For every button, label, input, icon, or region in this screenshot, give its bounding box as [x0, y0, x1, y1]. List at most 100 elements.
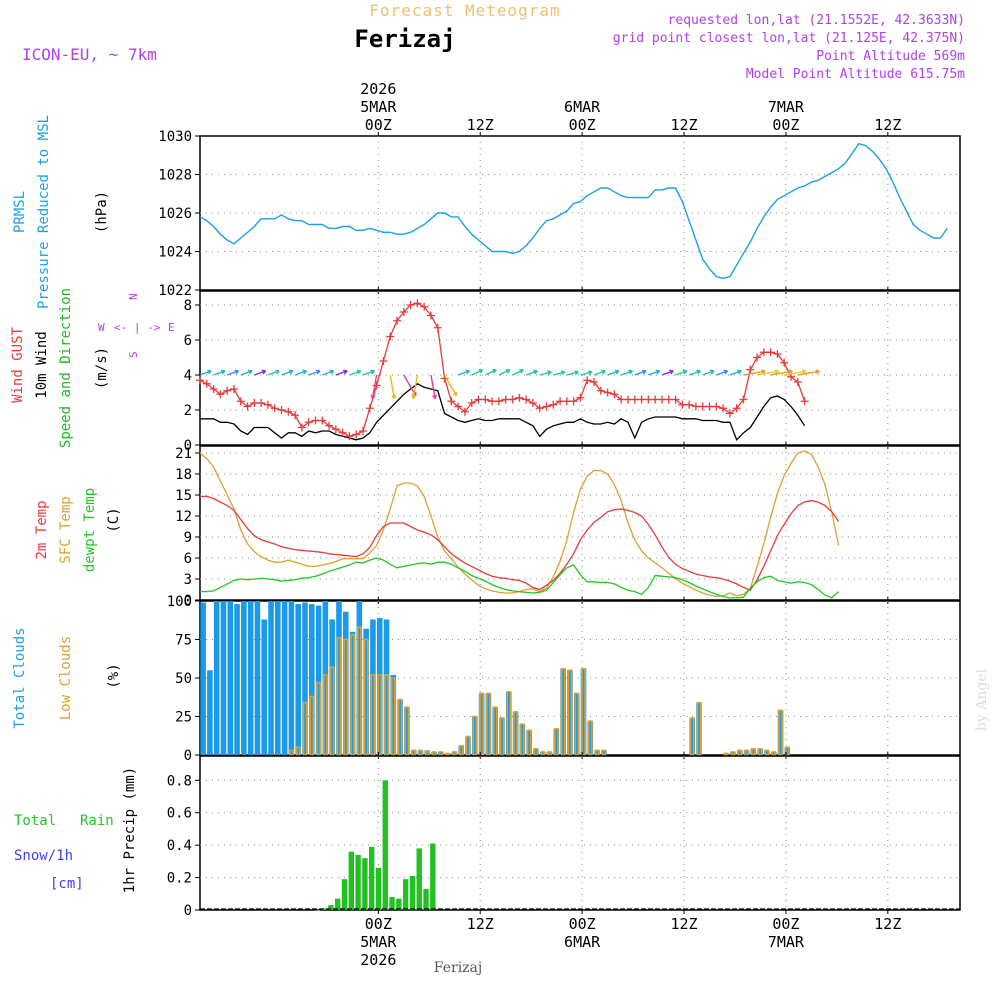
- panel-frame: [199, 755, 961, 911]
- gust-marker: [365, 404, 374, 413]
- wind-direction-arrowhead: [329, 369, 335, 375]
- y-tick-label: 9: [184, 530, 192, 546]
- cloud-bar-low: [438, 751, 444, 756]
- gust-marker: [297, 423, 306, 432]
- cloud-bar-total: [261, 619, 268, 755]
- gust-marker: [793, 378, 802, 386]
- wind-direction-arrowhead: [465, 369, 470, 375]
- wind-direction-arrowhead: [207, 369, 212, 375]
- cloud-bar-low: [771, 751, 777, 756]
- cloud-bar-total: [363, 628, 369, 755]
- wind-direction-arrowhead: [452, 391, 458, 397]
- wind-direction-arrow: [729, 370, 742, 376]
- gust-marker: [725, 409, 734, 418]
- wind-direction-arrowhead: [709, 369, 715, 375]
- y-tick-label: 0: [184, 748, 192, 764]
- panel-frame: [199, 290, 961, 446]
- wind-direction-arrow: [688, 370, 701, 376]
- cloud-bar-total: [526, 730, 532, 755]
- cloud-bar-total: [241, 601, 247, 755]
- wind-direction-arrow: [335, 370, 348, 376]
- wind-direction-arrowhead: [574, 370, 579, 376]
- time-label-top: 12Z: [874, 116, 901, 134]
- gust-marker: [705, 402, 714, 411]
- cloud-bar-total: [567, 670, 573, 755]
- wind-direction-arrow: [226, 370, 239, 376]
- gust-marker: [345, 432, 354, 441]
- cloud-bar-total: [573, 693, 580, 755]
- precip-bar: [396, 898, 402, 910]
- series-line-10m-wind: [200, 383, 806, 441]
- cloud-bar-low: [445, 752, 451, 756]
- cloud-bar-low: [404, 706, 410, 756]
- cloud-bar-total: [397, 699, 403, 755]
- gust-marker: [447, 397, 456, 406]
- cloud-bar-total: [546, 751, 553, 755]
- wind-direction-arrow: [539, 371, 552, 376]
- compass-e: E: [168, 321, 175, 334]
- gust-marker: [488, 397, 497, 406]
- cloud-bar-total: [478, 693, 485, 755]
- cloud-bar-low: [472, 715, 478, 756]
- cloud-bar-total: [689, 718, 696, 755]
- cloud-bar-low: [479, 692, 485, 756]
- wind-direction-arrow: [661, 370, 674, 376]
- cloud-bar-total: [519, 724, 526, 755]
- cloud-bar-low: [587, 720, 593, 756]
- gust-marker: [603, 388, 612, 397]
- cloud-bar-low: [560, 667, 566, 756]
- gust-marker: [732, 404, 741, 413]
- gust-marker: [637, 395, 646, 404]
- precip-bar: [335, 898, 341, 910]
- time-label-top: 12Z: [670, 116, 697, 134]
- panel-frame: [199, 445, 961, 601]
- cloud-bar-total: [560, 668, 566, 755]
- cloud-bar-total: [227, 601, 234, 755]
- gust-marker: [562, 397, 571, 406]
- wind-direction-arrow: [457, 370, 470, 376]
- cloud-bar-total: [533, 748, 539, 755]
- gust-marker: [508, 395, 517, 404]
- cloud-bar-low: [302, 701, 308, 756]
- time-label-bottom: 12Z: [670, 915, 697, 933]
- label-hpa: (hPa): [94, 191, 110, 233]
- cloud-bar-low: [418, 749, 423, 756]
- wind-direction-arrow: [322, 370, 334, 376]
- wind-direction-arrow: [485, 369, 497, 376]
- wind-direction-arrow: [648, 370, 660, 376]
- cloud-bar-total: [777, 710, 784, 755]
- label-rain: Rain: [80, 813, 114, 829]
- gust-marker: [223, 386, 232, 395]
- cloud-bar-total: [342, 611, 349, 755]
- gust-marker: [229, 385, 238, 393]
- time-label-bottom: 00Z: [569, 915, 596, 933]
- cloud-bar-total: [499, 718, 505, 755]
- label-pressure-desc: Pressure Reduced to MSL: [36, 115, 52, 309]
- wind-direction-arrowhead: [628, 369, 633, 375]
- cloud-bar-low: [486, 692, 491, 756]
- wind-direction-arrow: [607, 370, 620, 376]
- label-snow: Snow/1h: [14, 848, 73, 864]
- y-tick-label: 0.8: [167, 773, 192, 789]
- gust-marker: [583, 376, 592, 385]
- wind-direction-arrow: [784, 370, 807, 376]
- cloud-bar-total: [370, 619, 376, 755]
- wind-direction-arrowhead: [601, 369, 606, 375]
- gust-marker: [386, 332, 395, 341]
- gust-marker: [746, 365, 755, 374]
- info-point-altitude: Point Altitude 569m: [816, 49, 965, 64]
- cloud-bar-low: [424, 751, 430, 756]
- gust-marker: [556, 397, 565, 406]
- wind-direction-arrow: [294, 370, 307, 376]
- cloud-bar-total: [784, 747, 791, 755]
- wind-direction-arrow: [199, 370, 212, 376]
- wind-direction-arrowhead: [533, 369, 538, 375]
- gust-marker: [664, 395, 673, 404]
- cloud-bar-low: [581, 667, 586, 756]
- cloud-bar-low: [506, 691, 512, 756]
- cloud-bar-low: [322, 674, 328, 756]
- cloud-bar-low: [689, 717, 695, 756]
- y-tick-label: 0.2: [167, 871, 192, 887]
- wind-direction-arrow: [797, 370, 820, 376]
